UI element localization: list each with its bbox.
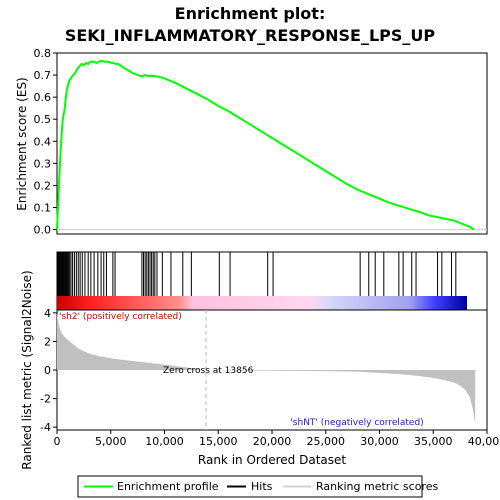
es-y-tick-label: 0.8 bbox=[34, 47, 52, 60]
x-tick-label: 10,000 bbox=[145, 435, 184, 448]
es-y-tick-label: 0.1 bbox=[34, 202, 52, 215]
metric-y-tick-label: -2 bbox=[40, 393, 51, 406]
metric-y-tick-label: 4 bbox=[44, 307, 51, 320]
chart-title-line1: Enrichment plot: bbox=[175, 4, 326, 23]
ranking-color-bar bbox=[57, 296, 467, 310]
x-tick-label: 40,000 bbox=[468, 435, 500, 448]
x-tick-label: 25,000 bbox=[307, 435, 346, 448]
metric-x-axis: 0 5,000 10,000 15,000 20,000 25,000 30,000 35,0… bbox=[54, 430, 500, 448]
x-axis-label: Rank in Ordered Dataset bbox=[198, 453, 346, 467]
metric-y-axis: 4 2 0 -2 -4 bbox=[40, 307, 57, 434]
negative-correlation-label: 'shNT' (negatively correlated) bbox=[290, 418, 423, 428]
es-y-axis: 0.0 0.1 0.2 0.3 0.4 0.5 0.6 0.7 0.8 bbox=[34, 47, 58, 237]
x-tick-label: 0 bbox=[54, 435, 61, 448]
es-y-tick-label: 0.4 bbox=[34, 135, 52, 148]
metric-y-tick-label: -4 bbox=[40, 421, 51, 434]
es-y-tick-label: 0.6 bbox=[34, 91, 52, 104]
metric-y-tick-label: 2 bbox=[44, 335, 51, 348]
x-tick-label: 30,000 bbox=[360, 435, 399, 448]
x-tick-label: 35,000 bbox=[414, 435, 453, 448]
es-y-tick-label: 0.7 bbox=[34, 69, 52, 82]
metric-y-axis-label: Ranked list metric (Signal2Noise) bbox=[20, 270, 34, 469]
es-y-tick-label: 0.0 bbox=[34, 224, 52, 237]
x-tick-label: 20,000 bbox=[253, 435, 292, 448]
es-y-tick-label: 0.2 bbox=[34, 179, 52, 192]
legend-label-metric: Ranking metric scores bbox=[316, 480, 438, 493]
es-y-axis-label: Enrichment score (ES) bbox=[15, 77, 29, 210]
x-tick-label: 15,000 bbox=[199, 435, 238, 448]
legend-label-hits: Hits bbox=[251, 480, 273, 493]
es-plot-frame bbox=[57, 53, 487, 234]
zero-cross-label: Zero cross at 13856 bbox=[163, 366, 254, 376]
positive-correlation-label: 'sh2' (positively correlated) bbox=[59, 312, 182, 322]
metric-y-tick-label: 0 bbox=[44, 364, 51, 377]
x-tick-label: 5,000 bbox=[95, 435, 127, 448]
es-y-tick-label: 0.3 bbox=[34, 157, 52, 170]
es-y-tick-label: 0.5 bbox=[34, 113, 52, 126]
legend-label-enrichment: Enrichment profile bbox=[117, 480, 219, 493]
chart-title-line2: SEKI_INFLAMMATORY_RESPONSE_LPS_UP bbox=[65, 26, 436, 45]
